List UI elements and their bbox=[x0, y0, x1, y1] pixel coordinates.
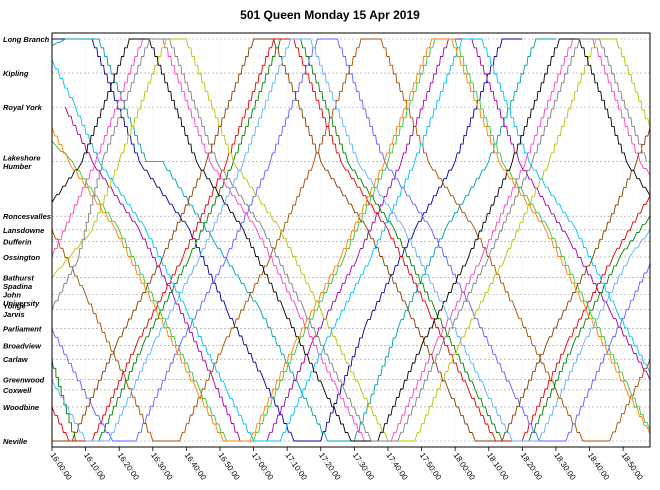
trip-line bbox=[52, 38, 523, 442]
plot-border bbox=[51, 32, 651, 448]
stop-label: Royal York bbox=[3, 103, 43, 112]
trip-line bbox=[51, 38, 651, 442]
trip-line bbox=[51, 38, 556, 442]
stop-label: Lakeshore bbox=[3, 153, 41, 162]
x-tick-label: 16:10:00 bbox=[82, 451, 108, 482]
stop-label: Woodbine bbox=[3, 403, 39, 412]
stop-label: Roncesvalles bbox=[3, 212, 51, 221]
trip-lines bbox=[51, 38, 651, 442]
stop-label: University bbox=[3, 299, 40, 308]
x-tick-label: 17:40:00 bbox=[384, 451, 410, 482]
x-tick-label: 16:00:00 bbox=[48, 451, 74, 482]
plot-frame bbox=[51, 32, 651, 448]
stop-label: Kipling bbox=[3, 69, 29, 78]
stop-label: Broadview bbox=[3, 342, 42, 351]
stop-label: Ossington bbox=[3, 253, 41, 262]
trip-line bbox=[51, 38, 651, 442]
trip-line bbox=[64, 38, 651, 442]
trip-line bbox=[51, 38, 651, 442]
stop-label: John bbox=[3, 291, 21, 300]
stop-label: Parliament bbox=[3, 325, 42, 334]
stop-label: Jarvis bbox=[3, 310, 25, 319]
x-tick-label: 17:10:00 bbox=[284, 451, 310, 482]
stop-label: Long Branch bbox=[3, 35, 50, 44]
x-tick-label: 18:30:00 bbox=[552, 451, 578, 482]
x-tick-label: 17:50:00 bbox=[418, 451, 444, 482]
x-tick-label: 16:40:00 bbox=[183, 451, 209, 482]
x-tick-label: 16:50:00 bbox=[216, 451, 242, 482]
trip-line bbox=[51, 38, 651, 442]
stop-label: Humber bbox=[3, 162, 32, 171]
stop-label: Yonge bbox=[3, 302, 26, 311]
x-tick-label: 16:30:00 bbox=[149, 451, 175, 482]
x-tick-label: 17:00:00 bbox=[250, 451, 276, 482]
stop-label: Coxwell bbox=[3, 386, 32, 395]
chart-title: 501 Queen Monday 15 Apr 2019 bbox=[240, 8, 420, 22]
stop-label: Lansdowne bbox=[3, 226, 44, 235]
stop-label: Carlaw bbox=[3, 355, 29, 364]
x-tick-label: 17:20:00 bbox=[317, 451, 343, 482]
x-tick-label: 18:10:00 bbox=[485, 451, 511, 482]
x-tick-label: 18:40:00 bbox=[586, 451, 612, 482]
trip-line bbox=[51, 38, 648, 442]
x-tick-label: 18:00:00 bbox=[452, 451, 478, 482]
stop-label: Spadina bbox=[3, 282, 32, 291]
trip-line bbox=[51, 38, 651, 442]
stop-label: Dufferin bbox=[3, 238, 32, 247]
stop-labels: Long Branch Kipling Royal York LakeshoreHum… bbox=[3, 35, 51, 446]
time-axis: 16:00:00 16:10:00 16:20:00 16:30:00 16:40:00… bbox=[48, 447, 645, 482]
trip-line bbox=[51, 38, 651, 442]
trip-line bbox=[51, 38, 651, 442]
stop-label: Greenwood bbox=[3, 376, 45, 385]
stop-label: Neville bbox=[3, 437, 27, 446]
trip-line bbox=[51, 38, 651, 442]
x-tick-label: 16:20:00 bbox=[116, 451, 142, 482]
x-tick-label: 18:50:00 bbox=[619, 451, 645, 482]
stop-label: Bathurst bbox=[3, 273, 34, 282]
trip-line bbox=[51, 38, 651, 442]
trip-line bbox=[52, 38, 651, 442]
x-tick-label: 18:20:00 bbox=[519, 451, 545, 482]
x-tick-label: 17:30:00 bbox=[351, 451, 377, 482]
trip-line bbox=[51, 38, 651, 442]
